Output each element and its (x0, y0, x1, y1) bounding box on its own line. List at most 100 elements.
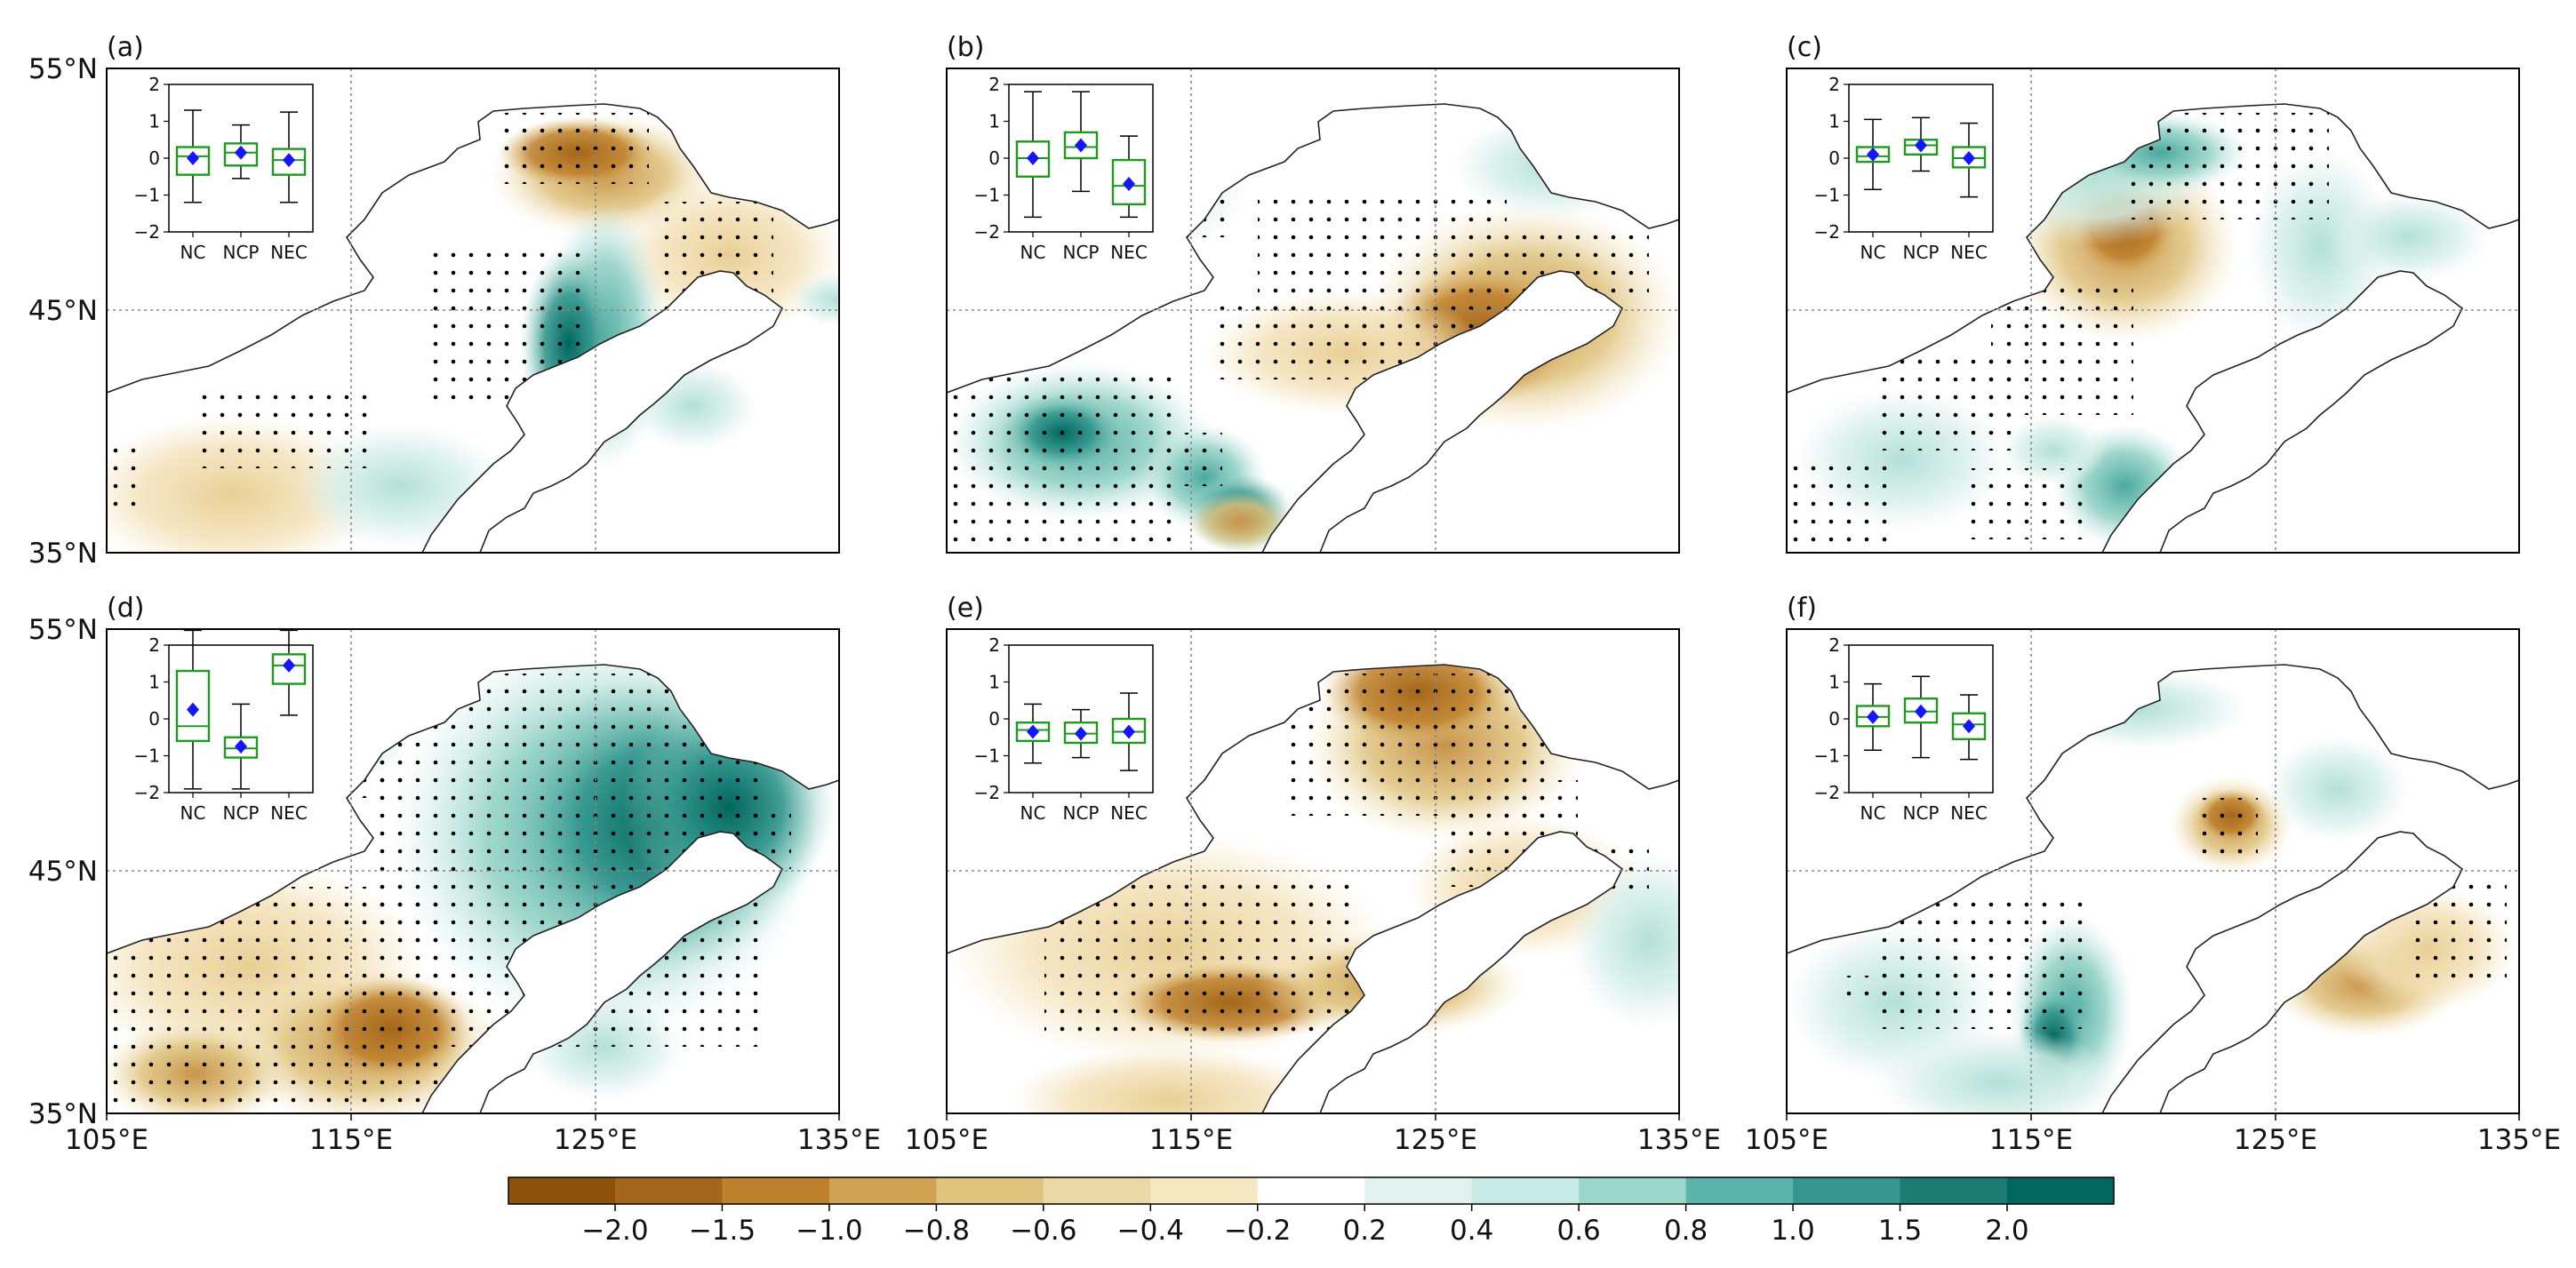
lon-label: 125°E (1394, 1124, 1477, 1156)
inset-boxplot: 2 1 0 −1 −2 NC NCP NEC (114, 629, 318, 869)
lon-label: 115°E (1149, 1124, 1233, 1156)
panel-label: (f) (1787, 593, 1817, 624)
colorbar-tick-label: 0.2 (1343, 1215, 1387, 1247)
inset-xtick-label: NCP (1903, 802, 1940, 824)
mean-marker-nc (187, 151, 199, 165)
stipple-region (1964, 468, 2089, 539)
inset-ytick-label: 0 (1828, 708, 1840, 730)
lon-label: 105°E (65, 1124, 148, 1156)
lon-label: 125°E (554, 1124, 637, 1156)
mean-marker-ncp (1075, 726, 1087, 741)
panel-c: (c) 2 1 0 −1 −2 NC NCP NEC (1786, 32, 2520, 554)
inset-ytick-label: −2 (1814, 221, 1840, 243)
colorbar-tick-label: 0.4 (1450, 1215, 1493, 1247)
colorbar-cells (508, 1177, 2115, 1204)
mean-marker-ncp (1915, 704, 1927, 719)
mean-marker-nec (1123, 177, 1135, 192)
colorbar-cell (2007, 1177, 2115, 1204)
stipple-region (498, 113, 649, 184)
colorbar-tick-label: 1.5 (1878, 1215, 1922, 1247)
panel-label: (a) (107, 32, 144, 63)
lon-label: 135°E (2477, 1124, 2561, 1156)
map-frame (946, 628, 1680, 1114)
inset-xtick-label: NCP (1063, 802, 1100, 824)
inset-ytick-label: −2 (1814, 782, 1840, 803)
lat-label: 35°N (28, 538, 98, 570)
stipple-region (1876, 896, 2089, 1029)
significance-stippling (1840, 798, 2507, 1029)
inset-ytick-label: 2 (988, 74, 1000, 95)
colorbar-cell (508, 1177, 616, 1204)
inset-xtick-label: NCP (1903, 242, 1940, 263)
mean-marker-nc (1027, 151, 1039, 165)
lon-label: 135°E (797, 1124, 881, 1156)
inset-xtick-label: NEC (1950, 242, 1988, 263)
inset-ytick-label: −2 (134, 782, 160, 803)
colorbar-tick-label: −0.6 (1010, 1215, 1076, 1247)
colorbar-cell (1685, 1177, 1794, 1204)
inset-xtick-label: NEC (1950, 802, 1988, 824)
colorbar-cell (722, 1177, 830, 1204)
colorbar-tick-label: 0.6 (1556, 1215, 1600, 1247)
stipple-region (1124, 433, 1222, 486)
panel-label: (c) (1787, 32, 1822, 63)
inset-xtick-label: NCP (223, 802, 260, 824)
inset-ytick-label: −2 (974, 221, 1000, 243)
inset-ytick-label: −1 (974, 185, 1000, 206)
inset-xtick-label: NEC (270, 242, 308, 263)
inset-boxplot: 2 1 0 −1 −2 NC NCP NEC (1794, 74, 1998, 308)
inset-boxplot: 2 1 0 −1 −2 NC NCP NEC (954, 74, 1158, 308)
lat-label: 55°N (28, 614, 98, 646)
inset-xtick-label: NCP (223, 242, 260, 263)
lat-label: 45°N (28, 856, 98, 888)
colorbar-cell (1150, 1177, 1259, 1204)
significance-stippling (1787, 113, 2329, 548)
inset-ytick-label: 1 (988, 111, 1000, 132)
field-contour (2267, 736, 2409, 842)
inset-ytick-label: −1 (1814, 746, 1840, 767)
box-nc (175, 669, 211, 743)
panel-f: (f) 105°E 115°E 125°E 135°E 2 1 0 −1 −2 NC NCP NEC (1745, 593, 2561, 1156)
mean-marker-nc (1867, 147, 1879, 162)
inset-ytick-label: 2 (1828, 634, 1840, 656)
inset-boxplot: 2 1 0 −1 −2 NC NCP NEC (1794, 634, 1998, 869)
colorbar-frame (508, 1176, 2115, 1205)
lat-label: 55°N (28, 53, 98, 85)
mean-marker-nec (1123, 724, 1135, 739)
lat-label: 45°N (28, 295, 98, 327)
box-nc (1015, 140, 1051, 178)
colorbar-cell (1043, 1177, 1151, 1204)
colorbar-tick-label: −0.8 (903, 1215, 970, 1247)
lon-label: 115°E (1989, 1124, 2073, 1156)
inset-xtick-label: NEC (1110, 802, 1148, 824)
map-area (107, 68, 839, 553)
mean-marker-nc (1867, 709, 1879, 724)
stipple-region (1258, 193, 1507, 335)
inset-ytick-label: −1 (134, 746, 160, 767)
inset-ytick-label: 0 (148, 708, 160, 730)
colorbar-tick-label: 1.0 (1771, 1215, 1814, 1247)
inset-ytick-label: 0 (148, 148, 160, 169)
field-contour (2329, 193, 2489, 282)
map-frame (1786, 628, 2520, 1114)
map-area (107, 629, 839, 1113)
stipple-region (107, 442, 142, 513)
colorbar-tick-label: 2.0 (1985, 1215, 2028, 1247)
inset-xtick-label: NCP (1063, 242, 1100, 263)
colorbar-cell (1364, 1177, 1473, 1204)
inset-xtick-label: NEC (1110, 242, 1148, 263)
mean-marker-nc (1027, 724, 1039, 739)
colorbar-tick-label: −1.5 (689, 1215, 756, 1247)
inset-boxplot: 2 1 0 −1 −2 NC NCP NEC (114, 74, 318, 308)
panel-label: (b) (947, 32, 984, 63)
inset-ytick-label: 0 (1828, 148, 1840, 169)
inset-ytick-label: 1 (148, 111, 160, 132)
colorbar-cell (1579, 1177, 1687, 1204)
inset-ytick-label: −2 (134, 221, 160, 243)
mean-marker-nec (283, 153, 295, 168)
inset-xtick-label: NC (1860, 242, 1886, 263)
map-area (947, 629, 1679, 1113)
colorbar-tick-label: −0.2 (1224, 1215, 1291, 1247)
